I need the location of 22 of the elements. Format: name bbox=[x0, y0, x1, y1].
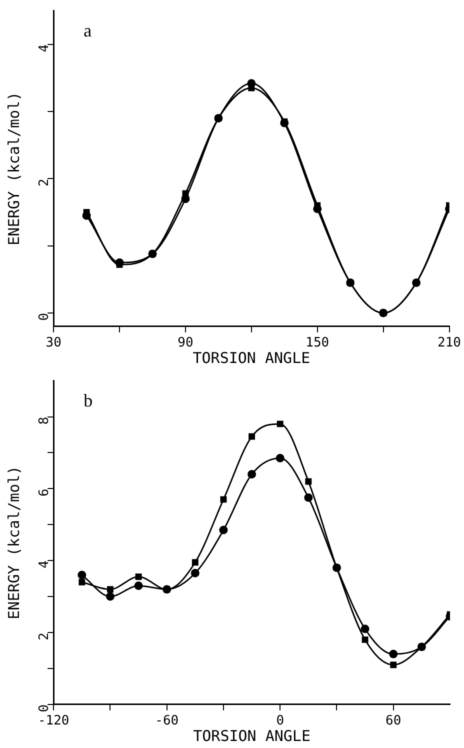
x-tick-label: 90 bbox=[178, 336, 194, 351]
y-tick-label: 2 bbox=[36, 632, 52, 640]
x-tick-label: -120 bbox=[38, 714, 70, 729]
y-tick-label: 2 bbox=[36, 178, 52, 186]
y-axis-title: ENERGY (kcal/mol) bbox=[4, 466, 23, 620]
y-tick-label: 4 bbox=[36, 560, 52, 568]
x-tick-label: 60 bbox=[386, 714, 402, 729]
x-tick-label: -60 bbox=[155, 714, 179, 729]
x-axis-title: TORSION ANGLE bbox=[193, 726, 311, 745]
x-axis-title: TORSION ANGLE bbox=[192, 348, 310, 367]
annotation: b bbox=[84, 390, 93, 411]
x-tick-label: 30 bbox=[46, 336, 62, 351]
y-tick-label: 8 bbox=[36, 416, 52, 425]
x-tick-label: 150 bbox=[306, 336, 330, 351]
y-tick-label: 0 bbox=[36, 704, 52, 712]
y-axis-title: ENERGY (kcal/mol) bbox=[4, 92, 23, 246]
x-tick-label: 210 bbox=[438, 336, 461, 351]
x-tick-label: 0 bbox=[276, 714, 284, 729]
y-tick-label: 6 bbox=[36, 488, 52, 496]
y-tick-label: 4 bbox=[36, 44, 52, 52]
annotation: a bbox=[84, 20, 92, 41]
y-tick-label: 0 bbox=[36, 312, 52, 321]
